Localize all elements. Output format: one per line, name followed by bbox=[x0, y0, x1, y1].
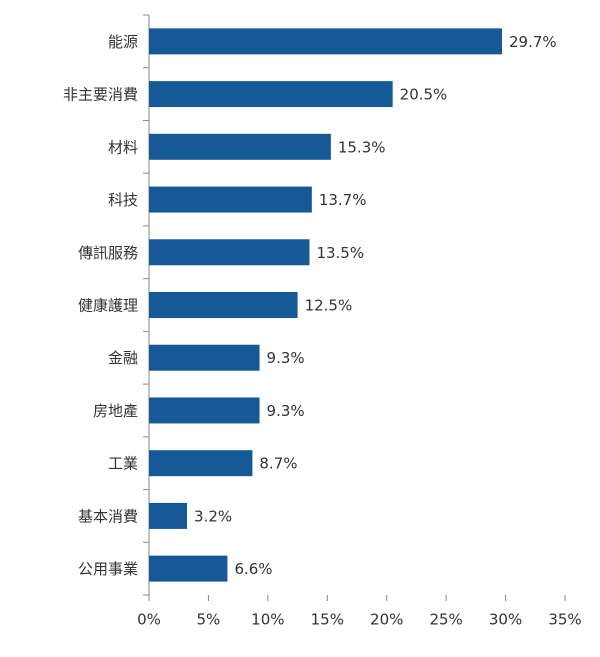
y-tick-label: 房地產 bbox=[93, 402, 138, 420]
value-label: 15.3% bbox=[338, 138, 386, 156]
bar bbox=[149, 555, 228, 582]
x-tick-label: 35% bbox=[548, 611, 581, 629]
value-label: 8.7% bbox=[259, 455, 297, 473]
value-label: 13.7% bbox=[319, 191, 367, 209]
value-label: 9.3% bbox=[267, 402, 305, 420]
value-label: 29.7% bbox=[509, 33, 557, 51]
x-tick-label: 30% bbox=[489, 611, 522, 629]
y-tick-label: 科技 bbox=[108, 191, 138, 209]
y-tick-label: 材料 bbox=[108, 138, 138, 156]
bar bbox=[149, 186, 312, 213]
y-tick-label: 基本消費 bbox=[78, 507, 138, 525]
value-label: 12.5% bbox=[305, 297, 353, 315]
bar bbox=[149, 450, 253, 477]
x-tick-label: 5% bbox=[197, 611, 221, 629]
bar bbox=[149, 133, 331, 160]
x-tick-label: 0% bbox=[137, 611, 161, 629]
y-tick-label: 能源 bbox=[108, 33, 138, 51]
y-tick-label: 工業 bbox=[108, 455, 138, 473]
y-tick-label: 健康護理 bbox=[78, 297, 138, 315]
y-tick-label: 非主要消費 bbox=[63, 86, 138, 104]
bar bbox=[149, 81, 393, 108]
value-label: 13.5% bbox=[316, 244, 364, 262]
bar bbox=[149, 239, 310, 266]
x-tick-label: 20% bbox=[370, 611, 403, 629]
bar bbox=[149, 292, 298, 318]
bar bbox=[149, 397, 260, 424]
bar bbox=[149, 344, 260, 371]
value-label: 6.6% bbox=[234, 560, 272, 578]
bar bbox=[149, 28, 503, 55]
x-tick-label: 10% bbox=[251, 611, 284, 629]
y-tick-label: 傳訊服務 bbox=[78, 244, 138, 262]
x-tick-label: 15% bbox=[311, 611, 344, 629]
value-label: 3.2% bbox=[194, 507, 232, 525]
y-tick-label: 金融 bbox=[108, 349, 138, 367]
value-label: 20.5% bbox=[400, 86, 448, 104]
value-label: 9.3% bbox=[267, 349, 305, 367]
y-tick-label: 公用事業 bbox=[78, 560, 138, 578]
x-tick-label: 25% bbox=[429, 611, 462, 629]
bar bbox=[149, 502, 188, 529]
